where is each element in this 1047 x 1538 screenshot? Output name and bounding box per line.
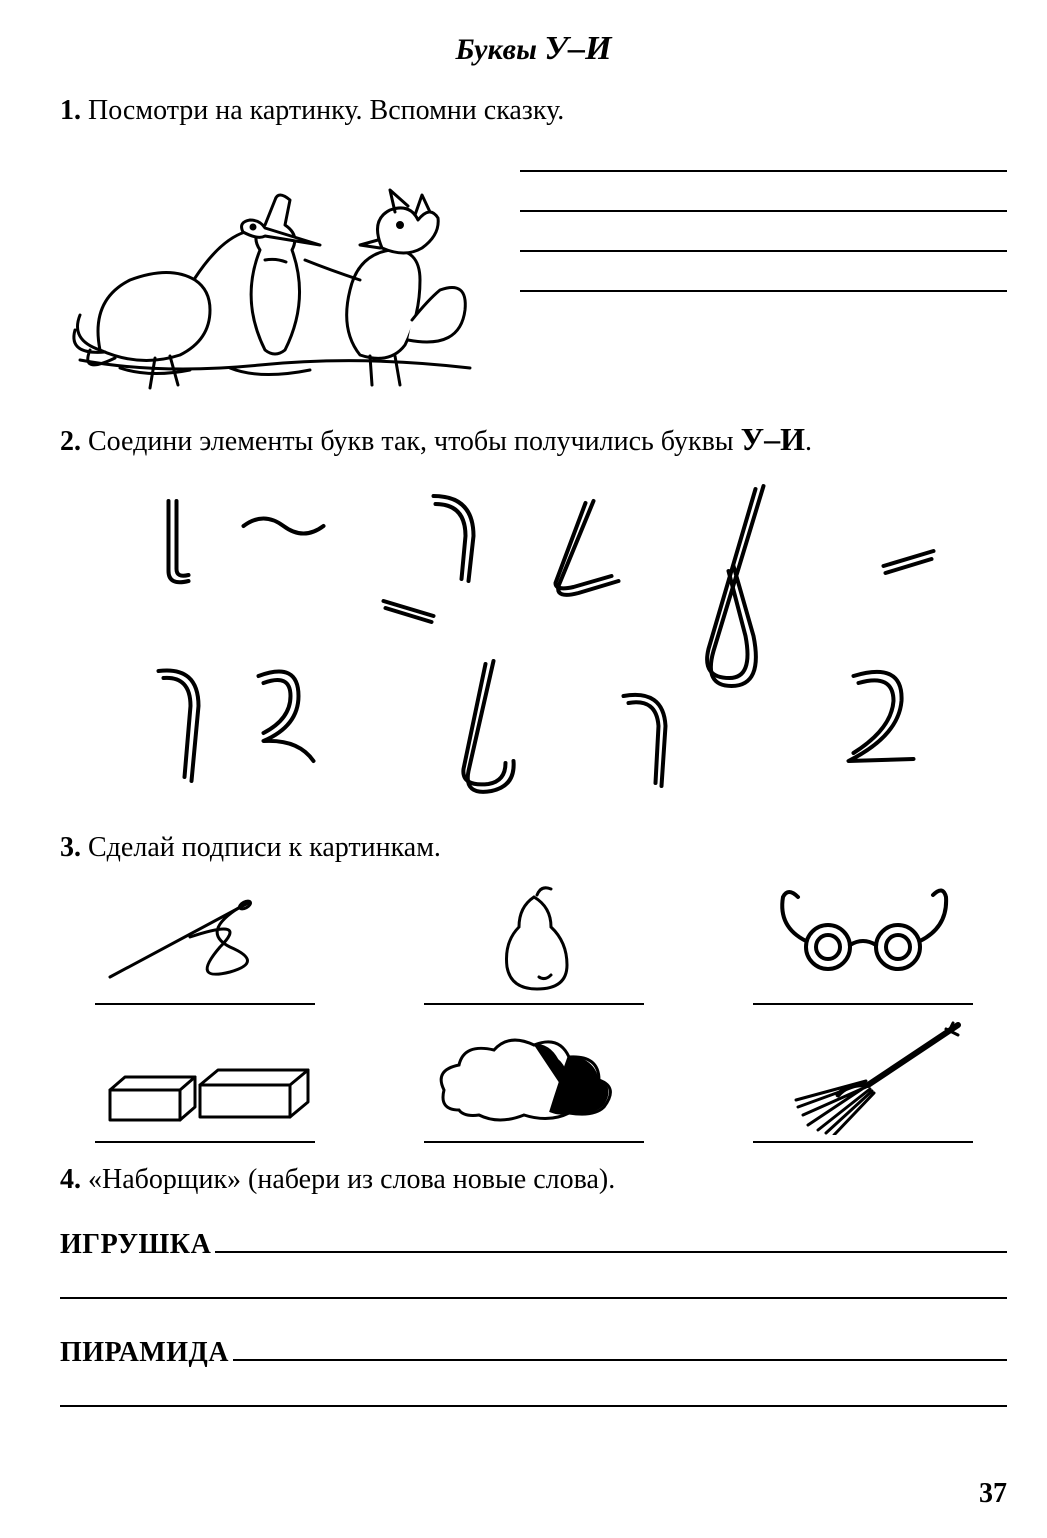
page-title: Буквы У–И <box>60 30 1007 68</box>
glasses-icon <box>748 877 978 997</box>
picture-cell-cloud <box>389 1015 678 1143</box>
fill-line-full[interactable] <box>60 1405 1007 1407</box>
task-1-writing-lines[interactable] <box>520 140 1007 330</box>
task-4-word-1: ИГРУШКА <box>60 1229 211 1261</box>
writing-line[interactable] <box>520 250 1007 252</box>
task-4-word-2: ПИРАМИДА <box>60 1337 229 1369</box>
task-2-number: 2. <box>60 426 81 457</box>
task-1-text: Посмотри на картинку. Вспомни сказку. <box>88 95 564 126</box>
fox-and-crane-illustration <box>60 140 490 400</box>
task-4-number: 4. <box>60 1164 81 1195</box>
task-3-grid <box>60 877 1007 1143</box>
caption-line[interactable] <box>95 1003 315 1005</box>
task-1-prompt: 1. Посмотри на картинку. Вспомни сказку. <box>60 92 1007 130</box>
task-3-number: 3. <box>60 832 81 863</box>
fill-line-full[interactable] <box>60 1297 1007 1299</box>
fill-line[interactable] <box>233 1333 1007 1361</box>
task-4-prompt: 4. «Наборщик» (набери из слова новые сло… <box>60 1161 1007 1199</box>
title-letters: У–И <box>544 30 611 67</box>
caption-line[interactable] <box>424 1141 644 1143</box>
page-number: 37 <box>979 1478 1007 1510</box>
caption-line[interactable] <box>753 1003 973 1005</box>
bricks-icon <box>90 1015 320 1135</box>
picture-cell-glasses <box>718 877 1007 1005</box>
task-1-number: 1. <box>60 95 81 126</box>
caption-line[interactable] <box>753 1141 973 1143</box>
cloud-icon <box>419 1015 649 1135</box>
task-4-word-2-row: ПИРАМИДА <box>60 1333 1007 1369</box>
pear-icon <box>419 877 649 997</box>
broom-icon <box>748 1015 978 1135</box>
picture-cell-broom <box>718 1015 1007 1143</box>
writing-line[interactable] <box>520 170 1007 172</box>
task-2-text-after: . <box>805 426 812 457</box>
worksheet-page: Буквы У–И 1. Посмотри на картинку. Вспом… <box>0 0 1047 1538</box>
task-4-text: «Наборщик» (набери из слова новые слова)… <box>88 1164 615 1195</box>
title-prefix: Буквы <box>455 33 544 66</box>
task-3-prompt: 3. Сделай подписи к картинкам. <box>60 829 1007 867</box>
task-1-content <box>60 140 1007 400</box>
task-4-word-1-row: ИГРУШКА <box>60 1225 1007 1261</box>
needle-thread-icon <box>90 877 320 997</box>
writing-line[interactable] <box>520 290 1007 292</box>
task-2-text-before: Соедини элементы букв так, чтобы получил… <box>88 426 741 457</box>
task-2-prompt: 2. Соедини элементы букв так, чтобы полу… <box>60 418 1007 461</box>
picture-cell-pear <box>389 877 678 1005</box>
caption-line[interactable] <box>95 1141 315 1143</box>
writing-line[interactable] <box>520 210 1007 212</box>
task-2-letter-elements[interactable] <box>60 471 1007 811</box>
picture-cell-needle <box>60 877 349 1005</box>
picture-cell-bricks <box>60 1015 349 1143</box>
caption-line[interactable] <box>424 1003 644 1005</box>
task-3-text: Сделай подписи к картинкам. <box>88 832 441 863</box>
task-2-letters: У–И <box>741 421 805 457</box>
fill-line[interactable] <box>215 1225 1007 1253</box>
